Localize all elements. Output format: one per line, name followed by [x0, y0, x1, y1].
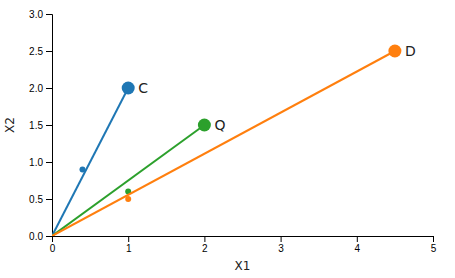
marks: [52, 45, 401, 237]
tick: 2: [202, 236, 208, 254]
point-label: C: [138, 80, 148, 96]
intermediate-point: [79, 166, 85, 172]
tick-label: 3.0: [29, 9, 43, 20]
tick: 2.0: [29, 83, 52, 94]
axis-line: [46, 15, 53, 237]
tick-label: 0.0: [29, 231, 43, 242]
tick: 3.0: [29, 9, 52, 20]
tick-mark: [46, 51, 52, 52]
series-line: [52, 88, 128, 236]
tick-mark: [46, 88, 52, 89]
labels: C Q D: [138, 43, 415, 133]
tick: 3: [278, 236, 284, 254]
tick-mark: [433, 236, 434, 242]
series-line: [52, 51, 395, 236]
tick-mark: [204, 236, 205, 242]
point-label: Q: [214, 117, 225, 133]
tick-label: 0.5: [29, 194, 43, 205]
tick-mark: [46, 125, 52, 126]
x-axis-title: X1: [235, 259, 251, 273]
tick-mark: [357, 236, 358, 242]
tick-label: 1: [126, 243, 132, 254]
tick-label: 2: [202, 243, 208, 254]
tick-label: 3: [278, 243, 284, 254]
tick-label: 1.0: [29, 157, 43, 168]
end-point: [388, 45, 401, 58]
tick: 0.0: [29, 231, 52, 242]
tick-label: 2.5: [29, 46, 43, 57]
tick-mark: [281, 236, 282, 242]
tick: 0: [50, 236, 56, 254]
point-label: D: [405, 43, 416, 59]
tick-mark: [46, 199, 52, 200]
tick: 2.5: [29, 46, 52, 57]
tick: 1.0: [29, 157, 52, 168]
tick-label: 4: [355, 243, 361, 254]
tick: 5: [431, 236, 437, 254]
tick-mark: [46, 162, 52, 163]
y-axis: 0.0 0.5 1.0 1.5 2.0 2.5 3.0: [29, 9, 52, 242]
tick-label: 2.0: [29, 83, 43, 94]
end-point: [198, 119, 211, 132]
series-line: [52, 125, 204, 236]
end-point: [122, 82, 135, 95]
y-axis-title: X2: [3, 117, 17, 133]
tick-mark: [46, 14, 52, 15]
axis-line: [53, 237, 434, 243]
tick-label: 0: [50, 243, 56, 254]
tick: 1.5: [29, 120, 52, 131]
tick: 4: [355, 236, 361, 254]
tick-mark: [46, 236, 52, 237]
x-axis: 0 1 2 3 4 5: [50, 236, 437, 254]
tick-mark: [128, 236, 129, 242]
intermediate-point: [125, 196, 131, 202]
tick: 0.5: [29, 194, 52, 205]
tick: 1: [126, 236, 132, 254]
tick-label: 5: [431, 243, 437, 254]
plot: 0 1 2 3 4 5 0.0 0.5 1.0 1.5 2.0 2.5 3.0 C Q D: [29, 9, 437, 254]
tick-label: 1.5: [29, 120, 43, 131]
chart: 0 1 2 3 4 5 0.0 0.5 1.0 1.5 2.0 2.5 3.0 C Q D X1 X2: [0, 0, 455, 278]
